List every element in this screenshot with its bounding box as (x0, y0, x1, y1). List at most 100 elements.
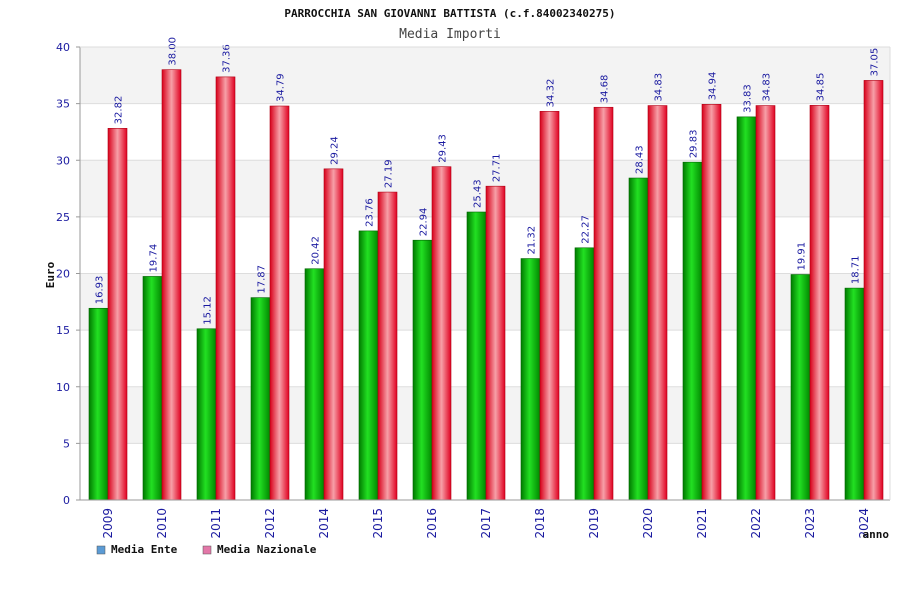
legend-swatch (202, 545, 212, 555)
x-tick-label: 2015 (371, 508, 385, 539)
value-label: 16.93 (95, 276, 106, 305)
axes (76, 46, 891, 501)
bar-media-nazionale (485, 185, 506, 501)
bar-media-nazionale (539, 111, 560, 501)
value-label: 19.74 (149, 244, 160, 273)
value-label: 27.19 (384, 159, 395, 188)
value-label: 34.83 (762, 73, 773, 102)
x-tick-label: 2016 (425, 508, 439, 539)
y-tick-label: 35 (56, 98, 70, 111)
bar-media-ente (142, 276, 163, 501)
y-tick-label: 0 (63, 494, 70, 507)
bar-media-nazionale (431, 166, 452, 501)
x-tick-label: 2019 (587, 508, 601, 539)
value-label: 34.83 (654, 73, 665, 102)
x-tick-label: 2022 (749, 508, 763, 539)
bar-media-nazionale (215, 76, 236, 501)
bar-media-ente (790, 274, 811, 501)
y-tick-label: 20 (56, 268, 70, 281)
bar-media-ente (412, 239, 433, 501)
value-label: 28.43 (635, 145, 646, 174)
bar-media-ente (304, 268, 325, 501)
chart-title: PARROCCHIA SAN GIOVANNI BATTISTA (c.f.84… (284, 7, 615, 20)
value-label: 32.82 (114, 96, 125, 125)
value-label: 18.71 (851, 255, 862, 284)
value-labels: 16.93 32.82 19.74 38.00 15.12 37.36 17.87 34.79… (95, 37, 881, 325)
value-label: 15.12 (203, 296, 214, 325)
y-tick-label: 5 (63, 437, 70, 450)
bar-media-nazionale (107, 128, 128, 501)
value-label: 20.42 (311, 236, 322, 265)
value-label: 21.32 (527, 226, 538, 255)
bar-media-nazionale (269, 105, 290, 501)
value-label: 19.91 (797, 242, 808, 271)
bar-media-nazionale (755, 105, 776, 501)
value-label: 34.32 (546, 79, 557, 108)
legend-swatch (96, 545, 106, 555)
value-label: 25.43 (473, 179, 484, 208)
x-tick-label: 2011 (209, 508, 223, 539)
plot-band (80, 47, 890, 104)
bar-media-nazionale (323, 168, 344, 501)
y-tick-label: 30 (56, 154, 70, 167)
y-tick-label: 40 (56, 41, 70, 54)
bar-media-nazionale (593, 106, 614, 501)
value-label: 38.00 (168, 37, 179, 66)
bar-media-ente (736, 116, 757, 501)
y-tick-label: 15 (56, 324, 70, 337)
value-label: 29.43 (438, 134, 449, 163)
x-tick-label: 2017 (479, 508, 493, 539)
y-tick-label: 10 (56, 381, 70, 394)
value-label: 34.68 (600, 75, 611, 104)
chart-subtitle: Media Importi (399, 27, 501, 42)
value-label: 17.87 (257, 265, 268, 294)
bar-media-ente (196, 328, 217, 501)
value-label: 34.79 (276, 73, 287, 102)
value-label: 37.05 (870, 48, 881, 77)
bar-media-ente (520, 258, 541, 501)
value-label: 33.83 (743, 84, 754, 113)
value-label: 23.76 (365, 198, 376, 227)
x-tick-label: 2024 (857, 508, 871, 539)
y-axis-label: Euro (44, 261, 57, 288)
x-axis-label: anno (863, 528, 890, 541)
bar-media-nazionale (701, 104, 722, 501)
bar-media-nazionale (809, 105, 830, 501)
bar-media-ente (250, 297, 271, 501)
legend: Media Ente Media Nazionale (96, 543, 317, 556)
bar-media-nazionale (377, 191, 398, 501)
value-label: 29.24 (330, 136, 341, 165)
bar-media-ente (682, 161, 703, 501)
bars (88, 69, 884, 501)
legend-label: Media Ente (111, 543, 178, 556)
bar-media-nazionale (863, 80, 884, 501)
value-label: 34.94 (708, 72, 719, 101)
value-label: 22.94 (419, 208, 430, 237)
bar-media-ente (466, 211, 487, 501)
value-label: 27.71 (492, 154, 503, 183)
x-tick-label: 2009 (101, 508, 115, 539)
bar-media-ente (844, 287, 865, 501)
bar-media-ente (88, 307, 109, 501)
x-tick-label: 2014 (317, 508, 331, 539)
bar-media-nazionale (647, 105, 668, 501)
y-tick-labels: 0 5 10 15 20 25 30 35 40 (56, 41, 70, 507)
x-tick-label: 2023 (803, 508, 817, 539)
y-tick-label: 25 (56, 211, 70, 224)
x-tick-label: 2012 (263, 508, 277, 539)
legend-label: Media Nazionale (217, 543, 317, 556)
bar-media-ente (628, 177, 649, 501)
bar-media-ente (358, 230, 379, 501)
bar-media-nazionale (161, 69, 182, 501)
x-tick-label: 2018 (533, 508, 547, 539)
bar-media-ente (574, 247, 595, 501)
x-tick-label: 2021 (695, 508, 709, 539)
x-tick-label: 2010 (155, 508, 169, 539)
value-label: 29.83 (689, 130, 700, 159)
x-tick-labels: 2009 2010 2011 2012 2014 2015 2016 2017 2018 2019… (101, 508, 871, 539)
value-label: 37.36 (222, 44, 233, 73)
x-tick-label: 2020 (641, 508, 655, 539)
value-label: 22.27 (581, 215, 592, 244)
value-label: 34.85 (816, 73, 827, 102)
